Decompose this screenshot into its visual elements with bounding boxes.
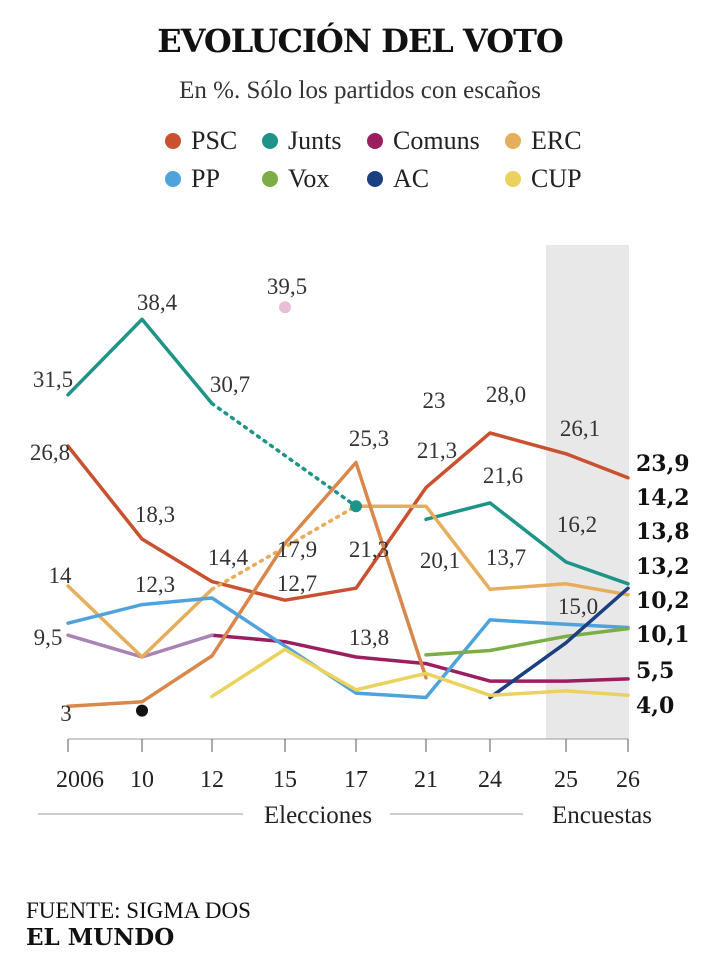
- end-label: 23,9: [636, 451, 690, 477]
- series-line-junts: [66, 317, 214, 406]
- end-label: 13,8: [636, 519, 690, 545]
- x-tick-label: 12: [200, 767, 224, 793]
- series-line-psc: [66, 431, 630, 602]
- series-line-cup: [210, 647, 630, 699]
- legend-label-erc: ERC: [531, 126, 582, 155]
- end-label: 5,5: [636, 658, 674, 684]
- legend-label-comuns: Comuns: [393, 126, 480, 155]
- legend-label-pp: PP: [191, 164, 220, 193]
- x-tick-label: 17: [344, 767, 368, 793]
- data-label: 14: [49, 563, 73, 588]
- legend-item-erc: ERC: [505, 126, 582, 156]
- x-tick-label: 21: [414, 767, 438, 793]
- series-line-erc: [354, 504, 630, 597]
- data-label: 21,6: [483, 463, 523, 488]
- legend-label-ac: AC: [393, 164, 430, 193]
- data-label: 30,7: [210, 372, 250, 397]
- legend-item-cup: CUP: [505, 164, 582, 194]
- data-label: 16,2: [557, 512, 597, 537]
- x-tick-label: 10: [130, 767, 154, 793]
- point-markers: [136, 301, 362, 717]
- legend-item-ac: AC: [367, 164, 429, 194]
- polls-shade: [546, 245, 629, 739]
- brand-name: EL MUNDO: [26, 924, 175, 951]
- end-label: 14,2: [636, 485, 690, 511]
- legend-swatch-vox: [262, 171, 278, 187]
- chart-subtitle: En %. Sólo los partidos con escaños: [179, 77, 541, 104]
- legend-item-psc: PSC: [165, 126, 237, 156]
- data-label: 9,5: [34, 625, 63, 650]
- series-lines: [66, 317, 630, 708]
- data-label: 31,5: [33, 367, 73, 392]
- line-chart: 2006 10 12 15 17 21 24 25 26 26,8 31,5 38,4 30,7…: [30, 245, 690, 829]
- series-line-ac: [488, 586, 630, 700]
- series-line-comuns: [210, 633, 630, 683]
- point-marker: [350, 500, 362, 513]
- data-label: 18,3: [135, 502, 175, 527]
- source-note: FUENTE: SIGMA DOS: [26, 898, 251, 923]
- data-label: 25,3: [349, 426, 389, 451]
- legend-label-vox: Vox: [288, 164, 330, 193]
- end-label: 10,1: [636, 622, 690, 648]
- data-label: 13,8: [349, 625, 389, 650]
- data-label: 21,3: [349, 537, 389, 562]
- legend-swatch-ac: [367, 171, 383, 187]
- legend-swatch-pp: [165, 171, 181, 187]
- legend-label-psc: PSC: [191, 126, 238, 155]
- legend-item-comuns: Comuns: [367, 126, 480, 156]
- data-label: 38,4: [137, 290, 178, 315]
- x-tick-label: 26: [616, 767, 640, 793]
- legend-label-junts: Junts: [288, 126, 342, 155]
- point-marker: [279, 301, 291, 314]
- end-label: 13,2: [636, 554, 690, 580]
- legend-item-junts: Junts: [262, 126, 341, 156]
- data-label: 15,0: [558, 594, 598, 619]
- series-line-junts: [424, 501, 630, 586]
- legend-swatch-erc: [505, 133, 521, 149]
- x-tick-label: 15: [273, 767, 297, 793]
- legend-swatch-comuns: [367, 133, 383, 149]
- data-label: 28,0: [486, 382, 526, 407]
- data-label: 3: [60, 701, 72, 726]
- data-label: 13,7: [486, 545, 526, 570]
- x-tick-label: 24: [478, 767, 502, 793]
- series-line-pp: [66, 596, 630, 700]
- series-line-ciudadanos: [66, 460, 428, 708]
- data-label: 20,1: [420, 548, 460, 573]
- legend-swatch-junts: [262, 133, 278, 149]
- data-label: 23: [423, 388, 446, 413]
- x-tick-label: 25: [554, 767, 578, 793]
- point-marker: [136, 704, 148, 717]
- data-label: 12,7: [277, 571, 317, 596]
- section-label-encuestas: Encuestas: [552, 802, 652, 829]
- data-label: 17,9: [277, 537, 317, 562]
- data-label: 26,1: [560, 416, 600, 441]
- data-label: 26,8: [30, 440, 70, 465]
- legend-item-vox: Vox: [262, 164, 329, 194]
- data-label: 12,3: [135, 572, 175, 597]
- legend-label-cup: CUP: [531, 164, 582, 193]
- series-line-vox: [424, 626, 630, 657]
- legend-swatch-psc: [165, 133, 181, 149]
- data-label: 39,5: [267, 274, 307, 299]
- section-label-elecciones: Elecciones: [264, 802, 372, 829]
- end-label: 10,2: [636, 588, 690, 614]
- legend-swatch-cup: [505, 171, 521, 187]
- x-ticks: 2006 10 12 15 17 21 24 25 26: [56, 739, 640, 793]
- data-label: 14,4: [208, 545, 249, 570]
- x-tick-label: 2006: [56, 767, 104, 793]
- chart-title: EVOLUCIÓN DEL VOTO: [157, 22, 564, 60]
- end-label: 4,0: [636, 693, 674, 719]
- series-line-erc: [66, 584, 214, 659]
- data-label: 21,3: [417, 438, 457, 463]
- legend-item-pp: PP: [165, 164, 220, 194]
- series-line-junts-coalici-n: [210, 401, 358, 508]
